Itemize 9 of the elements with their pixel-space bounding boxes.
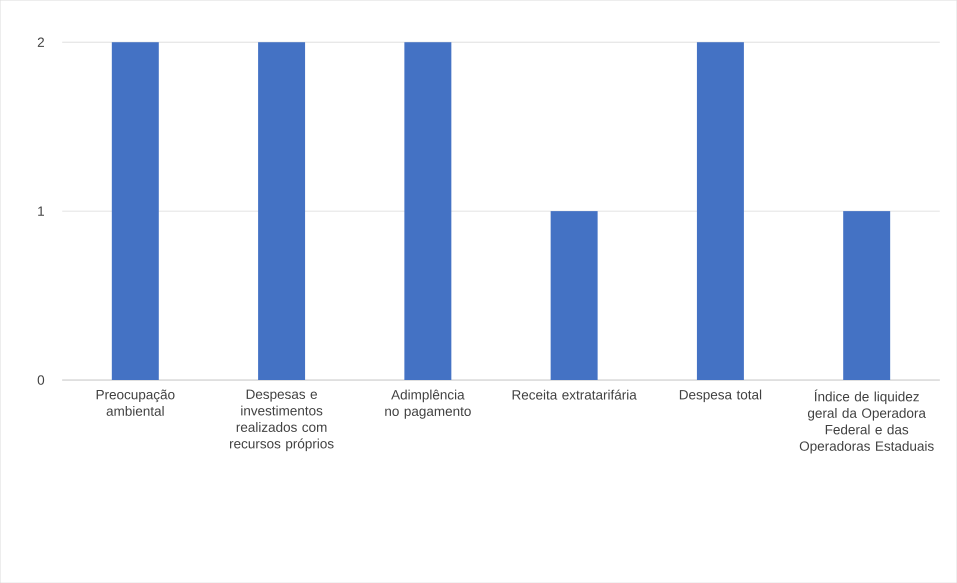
x-tick-label: Preocupação ambiental bbox=[96, 389, 174, 416]
x-tick-label: Receita extratarifária bbox=[512, 389, 637, 400]
y-tick-label: 2 bbox=[38, 37, 44, 47]
x-tick-label: Despesas e investimentos realizados com recursos próprios bbox=[230, 389, 334, 452]
x-tick-label: Despesa total bbox=[680, 389, 762, 402]
y-tick-label: 1 bbox=[38, 206, 44, 216]
y-tick-label: 0 bbox=[38, 375, 44, 385]
x-tick-label: Adimplência no pagamento bbox=[385, 389, 471, 419]
x-tick-label: Índice de liquidez geral da Operadora Federal e das Operadoras Estaduais bbox=[800, 389, 934, 454]
